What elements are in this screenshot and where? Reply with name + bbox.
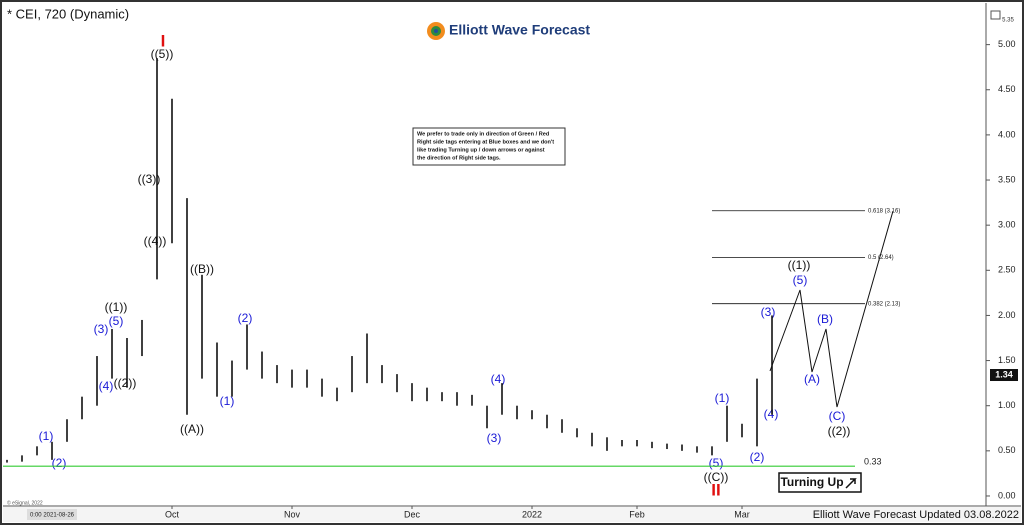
- wave-label: (2): [52, 456, 67, 470]
- last-price-box: [990, 369, 1018, 382]
- wave-label: (1): [715, 391, 730, 405]
- wave-label: (5): [793, 273, 808, 287]
- wave-label: (2): [238, 311, 253, 325]
- wave-label: (A): [804, 372, 820, 386]
- corner-icon: [990, 10, 1001, 20]
- wave-label: ((C)): [704, 470, 729, 484]
- y-tick-label: 1.50: [998, 355, 1016, 365]
- y-tick-label: 5.00: [998, 39, 1016, 49]
- annotations: I ((5)) ((3)) ((4)) ((1)) (5) (3) (4) ((…: [39, 31, 851, 499]
- note-line: Right side tags entering at Blue boxes a…: [417, 139, 554, 145]
- wave-label: (C): [829, 409, 846, 423]
- corner-value: 5.35: [1002, 18, 1014, 24]
- y-tick-label: 3.50: [998, 174, 1016, 184]
- date-bar: [3, 507, 1021, 522]
- wave-label: ((5)): [151, 47, 174, 61]
- turning-arrow: [845, 478, 857, 489]
- turning-label: Turning Up: [780, 475, 843, 489]
- note-line: the direction of Right side tags.: [417, 155, 501, 161]
- y-tick-label: 3.00: [998, 220, 1016, 230]
- fib-label: 0.382 (2.13): [868, 301, 900, 307]
- wave-label: (3): [761, 305, 776, 319]
- wave-label: (5): [709, 456, 724, 470]
- wave-label: (1): [39, 429, 54, 443]
- chart-title: * CEI, 720 (Dynamic): [7, 6, 129, 21]
- x-tick-label: 2022: [522, 509, 542, 519]
- support-label: 0.33: [864, 457, 882, 467]
- wave-label: ((2)): [114, 376, 137, 390]
- wave-label: (5): [109, 314, 124, 328]
- wave-label: ((B)): [190, 262, 214, 276]
- x-tick-label: Nov: [284, 509, 301, 519]
- wave-label: (2): [750, 450, 765, 464]
- wave-label: I: [161, 31, 166, 50]
- x-tick-label: Mar: [734, 509, 750, 519]
- y-tick-label: 4.00: [998, 129, 1016, 139]
- turning-box: [778, 472, 862, 493]
- wave-label: II: [711, 480, 720, 499]
- last-price-label: 1.34: [995, 369, 1013, 379]
- x-tick-label: Dec: [404, 509, 421, 519]
- wave-label: ((4)): [144, 234, 167, 248]
- start-label-box: [27, 509, 77, 520]
- note-line: We prefer to trade only in direction of …: [417, 131, 550, 137]
- copyright: © eSignal, 2022: [7, 499, 43, 506]
- wave-label: ((1)): [788, 258, 811, 272]
- wave-label: ((2)): [828, 424, 851, 438]
- wave-label: (4): [764, 407, 779, 421]
- logo-text: Elliott Wave Forecast: [449, 22, 590, 38]
- x-tick-label: Oct: [165, 509, 180, 519]
- y-tick-label: 2.00: [998, 310, 1016, 320]
- wave-label: (1): [220, 394, 235, 408]
- wave-label: ((A)): [180, 422, 204, 436]
- y-tick-label: 2.50: [998, 265, 1016, 275]
- wave-label: (B): [817, 312, 833, 326]
- wave-label: (3): [487, 431, 502, 445]
- wave-label: (3): [94, 322, 109, 336]
- y-tick-label: 0.50: [998, 445, 1016, 455]
- y-tick-label: 4.50: [998, 84, 1016, 94]
- y-tick-label: 0.00: [998, 490, 1016, 500]
- wave-label: ((1)): [105, 300, 128, 314]
- note-line: like trading Turning up / down arrows or…: [417, 147, 545, 153]
- wave-label: ((3)): [138, 172, 161, 186]
- fib-label: 0.618 (3.16): [868, 208, 900, 214]
- wave-label: (4): [491, 372, 506, 386]
- fib-label: 0.5 (2.64): [868, 255, 894, 261]
- logo: Elliott Wave Forecast: [427, 22, 590, 40]
- wave-label: (4): [99, 379, 114, 393]
- x-tick-label: Feb: [629, 509, 645, 519]
- note-box: [412, 127, 566, 166]
- y-tick-label: 1.00: [998, 400, 1016, 410]
- x-start-label: 0:00 2021-08-26: [30, 513, 75, 519]
- footer: Elliott Wave Forecast Updated 03.08.2022: [813, 509, 1019, 521]
